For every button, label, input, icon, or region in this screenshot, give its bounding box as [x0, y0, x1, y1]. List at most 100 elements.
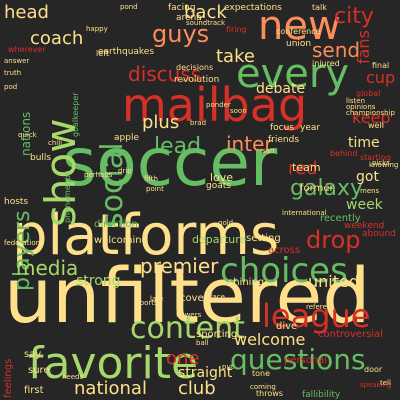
cloud-word-send: send — [312, 38, 361, 62]
cloud-word-sure: sure — [28, 365, 50, 376]
cloud-word-door: door — [364, 365, 383, 374]
cloud-word-discuss: discuss — [128, 62, 202, 86]
cloud-word-inter: inter — [226, 132, 273, 156]
cloud-word-knowing: knowing — [369, 161, 399, 169]
cloud-word-dive: dive — [276, 321, 298, 332]
cloud-word-decisions: decisions — [176, 63, 214, 72]
cloud-word-questions: questions — [230, 343, 366, 376]
cloud-word-answer: answer — [4, 57, 30, 65]
cloud-word-flowers: flowers — [176, 311, 202, 319]
cloud-word-ball: ball — [196, 339, 209, 347]
cloud-word-national: national — [74, 378, 147, 399]
cloud-word-left: left — [96, 49, 109, 58]
cloud-word-platforms: platforms — [12, 203, 280, 268]
cloud-word-premier: premier — [140, 254, 219, 278]
cloud-word-city: city — [334, 4, 374, 29]
cloud-word-unfiltered: unfiltered — [4, 251, 371, 340]
cloud-word-hosts: hosts — [4, 197, 29, 207]
cloud-word-speaking: speaking — [360, 381, 392, 389]
cloud-word-mens: mens — [360, 187, 380, 195]
cloud-word-week: week — [346, 197, 383, 213]
cloud-word-setting: setting — [246, 233, 281, 244]
cloud-word-brad: brad — [190, 119, 207, 127]
cloud-word-feelings: feelings — [3, 358, 14, 398]
cloud-word-league: league — [262, 297, 371, 335]
cloud-word-fallibility: fallibility — [302, 390, 341, 400]
cloud-word-soon: soon — [230, 107, 247, 115]
cloud-word-championship: championship — [346, 109, 395, 117]
cloud-word-media: media — [16, 256, 79, 280]
cloud-word-picks: picks — [372, 159, 390, 167]
cloud-word-shining: shining — [228, 277, 265, 288]
cloud-word-apple: apple — [114, 133, 139, 143]
cloud-word-red: red — [288, 158, 318, 179]
cloud-word-face: face — [210, 293, 225, 301]
cloud-word-abound: abound — [362, 229, 396, 239]
cloud-word-sporting: sporting — [196, 329, 238, 340]
cloud-word-new: new — [258, 3, 341, 49]
cloud-word-fans: fans — [354, 30, 373, 64]
cloud-word-club: club — [178, 378, 216, 399]
cloud-word-happy: happy — [86, 25, 108, 33]
cloud-word-personal: personal — [284, 355, 328, 366]
cloud-word-first: first — [24, 385, 44, 396]
cloud-word-well: well — [368, 121, 384, 130]
cloud-word-tell: tell — [380, 379, 391, 387]
cloud-word-global: global — [356, 89, 381, 98]
cloud-word-one: one — [166, 348, 200, 369]
cloud-word-united: united — [308, 272, 359, 291]
cloud-word-time: time — [348, 135, 380, 151]
cloud-word-every: every — [236, 51, 350, 97]
cloud-word-firing: firing — [226, 25, 247, 34]
cloud-word-facing: facing — [168, 3, 196, 13]
cloud-word-san: san — [262, 147, 275, 155]
cloud-word-keep: keep — [352, 108, 391, 127]
cloud-word-weekend: weekend — [344, 221, 385, 231]
cloud-word-fifth: fifth — [144, 175, 158, 183]
cloud-word-lead: lead — [154, 134, 202, 159]
cloud-word-conference: conference — [276, 27, 321, 36]
cloud-word-cup: cup — [366, 68, 396, 87]
cloud-word-year: year — [300, 123, 321, 133]
cloud-word-sports: sports — [136, 299, 158, 307]
cloud-word-coming: coming — [250, 383, 276, 391]
cloud-word-debate: debate — [256, 81, 306, 97]
cloud-word-coach: coach — [30, 28, 84, 49]
cloud-word-bulls: bulls — [30, 153, 52, 163]
cloud-word-late: late — [150, 295, 164, 303]
cloud-word-welcoming: welcoming — [94, 235, 148, 246]
cloud-word-quick: quick — [18, 131, 37, 139]
cloud-word-social: social — [95, 142, 130, 228]
cloud-word-wherever: wherever — [8, 45, 46, 54]
cloud-word-former: former — [300, 183, 334, 194]
cloud-word-referee: referee — [306, 303, 332, 311]
cloud-word-back: back — [184, 2, 227, 23]
cloud-word-put: put — [222, 363, 234, 371]
cloud-word-guys: guys — [152, 20, 210, 48]
cloud-word-union: union — [286, 39, 312, 49]
cloud-word-controversial: controversial — [318, 329, 383, 340]
cloud-word-listen: listen — [346, 97, 366, 105]
cloud-word-take: take — [216, 46, 255, 67]
cloud-word-strong: strong — [76, 273, 121, 289]
cloud-word-got: got — [356, 169, 379, 185]
cloud-word-expectations: expectations — [224, 3, 282, 13]
cloud-word-cover: cover — [180, 293, 208, 304]
cloud-word-goalkeeper: goalkeeper — [71, 92, 80, 137]
cloud-word-point: point — [146, 185, 164, 193]
cloud-word-choices: choices — [220, 251, 348, 291]
cloud-word-straight: straight — [178, 365, 233, 381]
cloud-word-arena: arena — [176, 13, 202, 23]
cloud-word-departure: departure — [192, 233, 247, 246]
cloud-word-soundtrack: soundtrack — [186, 19, 226, 27]
cloud-word-truth: truth — [4, 69, 22, 77]
cloud-word-galaxy: galaxy — [290, 176, 364, 201]
cloud-word-chili: chili — [48, 139, 63, 147]
cloud-word-federation: federation — [4, 239, 41, 247]
cloud-word-say: say — [24, 349, 42, 360]
cloud-word-focus: focus — [270, 123, 295, 133]
cloud-word-goats: goats — [206, 181, 231, 191]
cloud-word-drip: drip — [118, 167, 132, 175]
cloud-word-needs: needs — [62, 373, 84, 381]
